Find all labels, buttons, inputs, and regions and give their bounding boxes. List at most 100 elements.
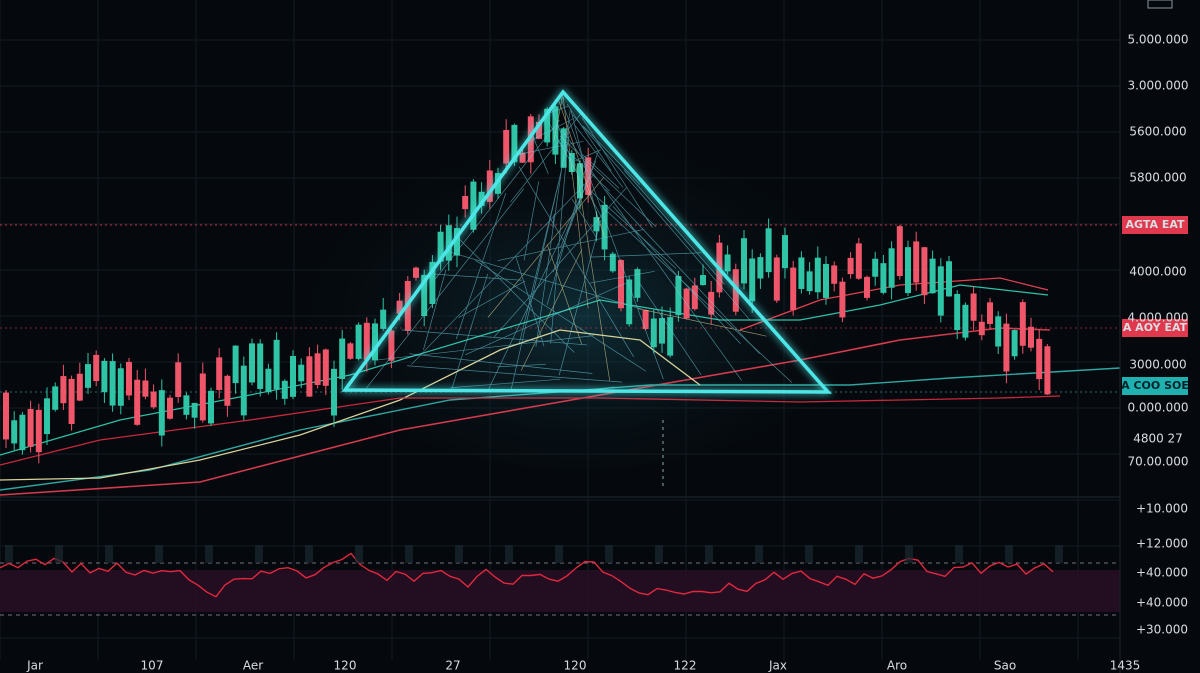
web-line [458,280,526,318]
candle-body [3,392,9,440]
oscillator-axis-label: +40.000 [1136,596,1188,610]
volume-bar [555,545,563,563]
candle-body [896,226,903,276]
candle-body [855,243,862,279]
candle-body [462,195,469,210]
candle-body [331,368,337,416]
candle-body [847,257,854,275]
time-axis-label: 120 [564,659,587,673]
web-line [518,166,635,358]
candle-body [962,304,969,338]
candle-body [216,357,223,390]
volume-bar [355,545,363,563]
volume-bar [105,545,113,563]
web-line [494,187,627,337]
volume-bar [405,545,413,563]
axis-labels: 5.000.000 3.000.000 5600.000 5800.000 4000.0… [26,33,1188,673]
web-line [623,169,725,285]
oscillator [0,545,1063,598]
candle-body [347,343,354,359]
web-line [570,108,600,226]
web-line [562,130,742,381]
candle-body [150,391,157,408]
candle-body [117,368,124,406]
candle-body [249,343,255,383]
candle-body [68,378,75,424]
time-axis-label: Aro [887,659,907,673]
web-line [377,335,594,361]
candle-body [831,265,838,284]
web-line [599,204,793,383]
volume-bar [905,545,913,563]
volume-bar [655,545,663,563]
volume-bar [505,545,513,563]
candle-body [1044,346,1051,395]
candle-body [839,281,846,318]
candle-body [618,260,624,309]
candle-body [101,360,108,393]
moving-average [0,284,1049,456]
volume-bar [205,545,213,563]
oscillator-axis-label: +12.000 [1136,537,1188,551]
candle-body [134,379,141,425]
candle-body [864,276,870,298]
candle-body [445,225,452,261]
candle-body [109,361,116,406]
time-axis-label: Jax [768,659,787,673]
candle-body [987,302,993,324]
price-tag-label: A AOY EAT [1123,321,1188,334]
web-line [557,141,610,192]
candle-body [741,238,747,284]
price-tag-label: AGTA EAT [1125,218,1185,231]
candle-body [503,129,510,164]
web-line [515,257,545,347]
candle-body [585,157,592,195]
candle-body [240,365,247,416]
price-axis-label: 3000.000 [1129,358,1186,372]
volume-bar [255,545,263,563]
price-axis-label: 70.00.000 [1127,455,1188,469]
price-tag [1122,216,1188,234]
candle-body [60,376,67,404]
web-line [588,189,677,269]
candle-body [355,324,362,359]
volume-bar [755,545,763,563]
candle-body [437,231,444,262]
candle-body [224,375,231,406]
price-axis-label: 5600.000 [1129,125,1186,139]
candle-body [339,338,346,380]
candle-body [519,152,526,163]
candle-body [257,343,264,389]
candle-body [536,121,542,139]
oscillator-axis-label: +10.000 [1136,502,1188,516]
candle-body [749,258,756,302]
web-line [411,174,595,365]
candle-body [298,364,305,382]
candle-body [1028,326,1034,348]
web-line [523,181,540,261]
price-axis-label: 4000.000 [1129,265,1186,279]
candle-body [732,269,739,312]
web-line [575,149,601,162]
web-line [497,228,645,262]
time-axis-label: Aer [243,659,263,673]
candle-body [158,390,165,436]
candle-body [281,380,288,399]
candle-body [1011,330,1018,357]
web-line [637,308,767,337]
glow-haze [280,90,880,470]
candle-body [626,279,633,325]
web-line [451,273,489,389]
volume-bar [305,545,313,563]
price-axis-label: 4.000.000 [1127,311,1188,325]
candle-body [265,368,272,393]
web-line [458,238,575,353]
web-line [455,193,507,340]
candle-body [650,318,657,348]
candle-body [773,257,780,301]
candle-body [954,293,961,331]
candle-body [19,414,26,451]
candle-body [11,420,18,444]
web-line [532,135,549,174]
candle-body [823,263,829,298]
